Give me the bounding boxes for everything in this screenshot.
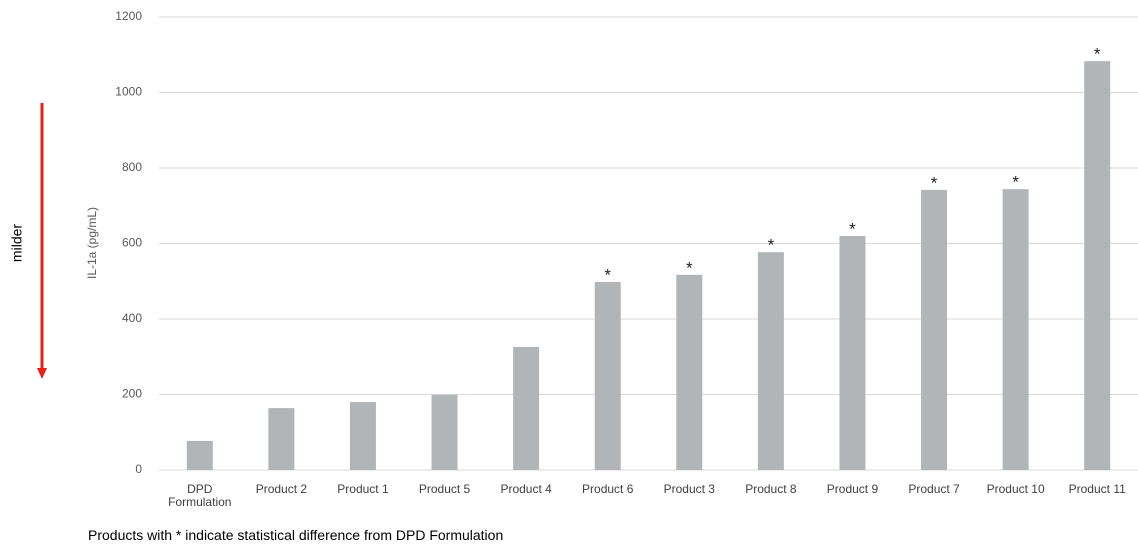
y-tick-label: 800 <box>122 160 142 174</box>
significance-marker: * <box>686 258 693 277</box>
x-tick-label: Product 4 <box>500 482 552 496</box>
significance-marker: * <box>604 265 611 284</box>
y-tick-label: 0 <box>135 462 142 476</box>
bar <box>268 408 295 470</box>
significance-marker: * <box>849 219 856 238</box>
footnote: Products with * indicate statistical dif… <box>88 527 504 543</box>
x-tick-label: Product 1 <box>337 482 389 496</box>
y-tick-label: 200 <box>122 387 142 401</box>
x-tick-label: Product 6 <box>582 482 634 496</box>
y-tick-label: 1000 <box>115 85 142 99</box>
x-tick-label: Product 10 <box>986 482 1045 496</box>
direction-label: milder <box>9 224 25 262</box>
bar <box>513 346 540 470</box>
bar <box>676 274 703 470</box>
x-tick-label: Product 8 <box>745 482 797 496</box>
y-tick-label: 400 <box>122 311 142 325</box>
bar <box>431 394 458 470</box>
y-axis-label: IL-1a (pg/mL) <box>85 207 99 279</box>
significance-marker: * <box>1012 173 1019 192</box>
bar <box>186 440 213 470</box>
x-tick-label: Product 5 <box>418 482 471 496</box>
x-tick-label: Product 2 <box>255 482 308 496</box>
y-tick-label: 1200 <box>115 9 142 23</box>
bar <box>921 189 948 470</box>
bar <box>1084 61 1111 470</box>
x-tick-label: Product 11 <box>1068 482 1126 496</box>
bar <box>1002 189 1029 470</box>
bar <box>757 252 784 470</box>
bar <box>839 235 866 470</box>
bar <box>349 402 376 470</box>
direction-arrow-head <box>37 368 47 379</box>
x-tick-label: Product 3 <box>663 482 715 496</box>
y-tick-label: 600 <box>122 236 142 250</box>
x-tick-label: DPD Formulation <box>168 482 232 509</box>
bar <box>594 282 621 470</box>
x-tick-label: Product 9 <box>826 482 879 496</box>
x-tick-label: Product 7 <box>908 482 960 496</box>
significance-marker: * <box>1094 45 1101 64</box>
significance-marker: * <box>768 236 775 255</box>
significance-marker: * <box>931 173 938 192</box>
